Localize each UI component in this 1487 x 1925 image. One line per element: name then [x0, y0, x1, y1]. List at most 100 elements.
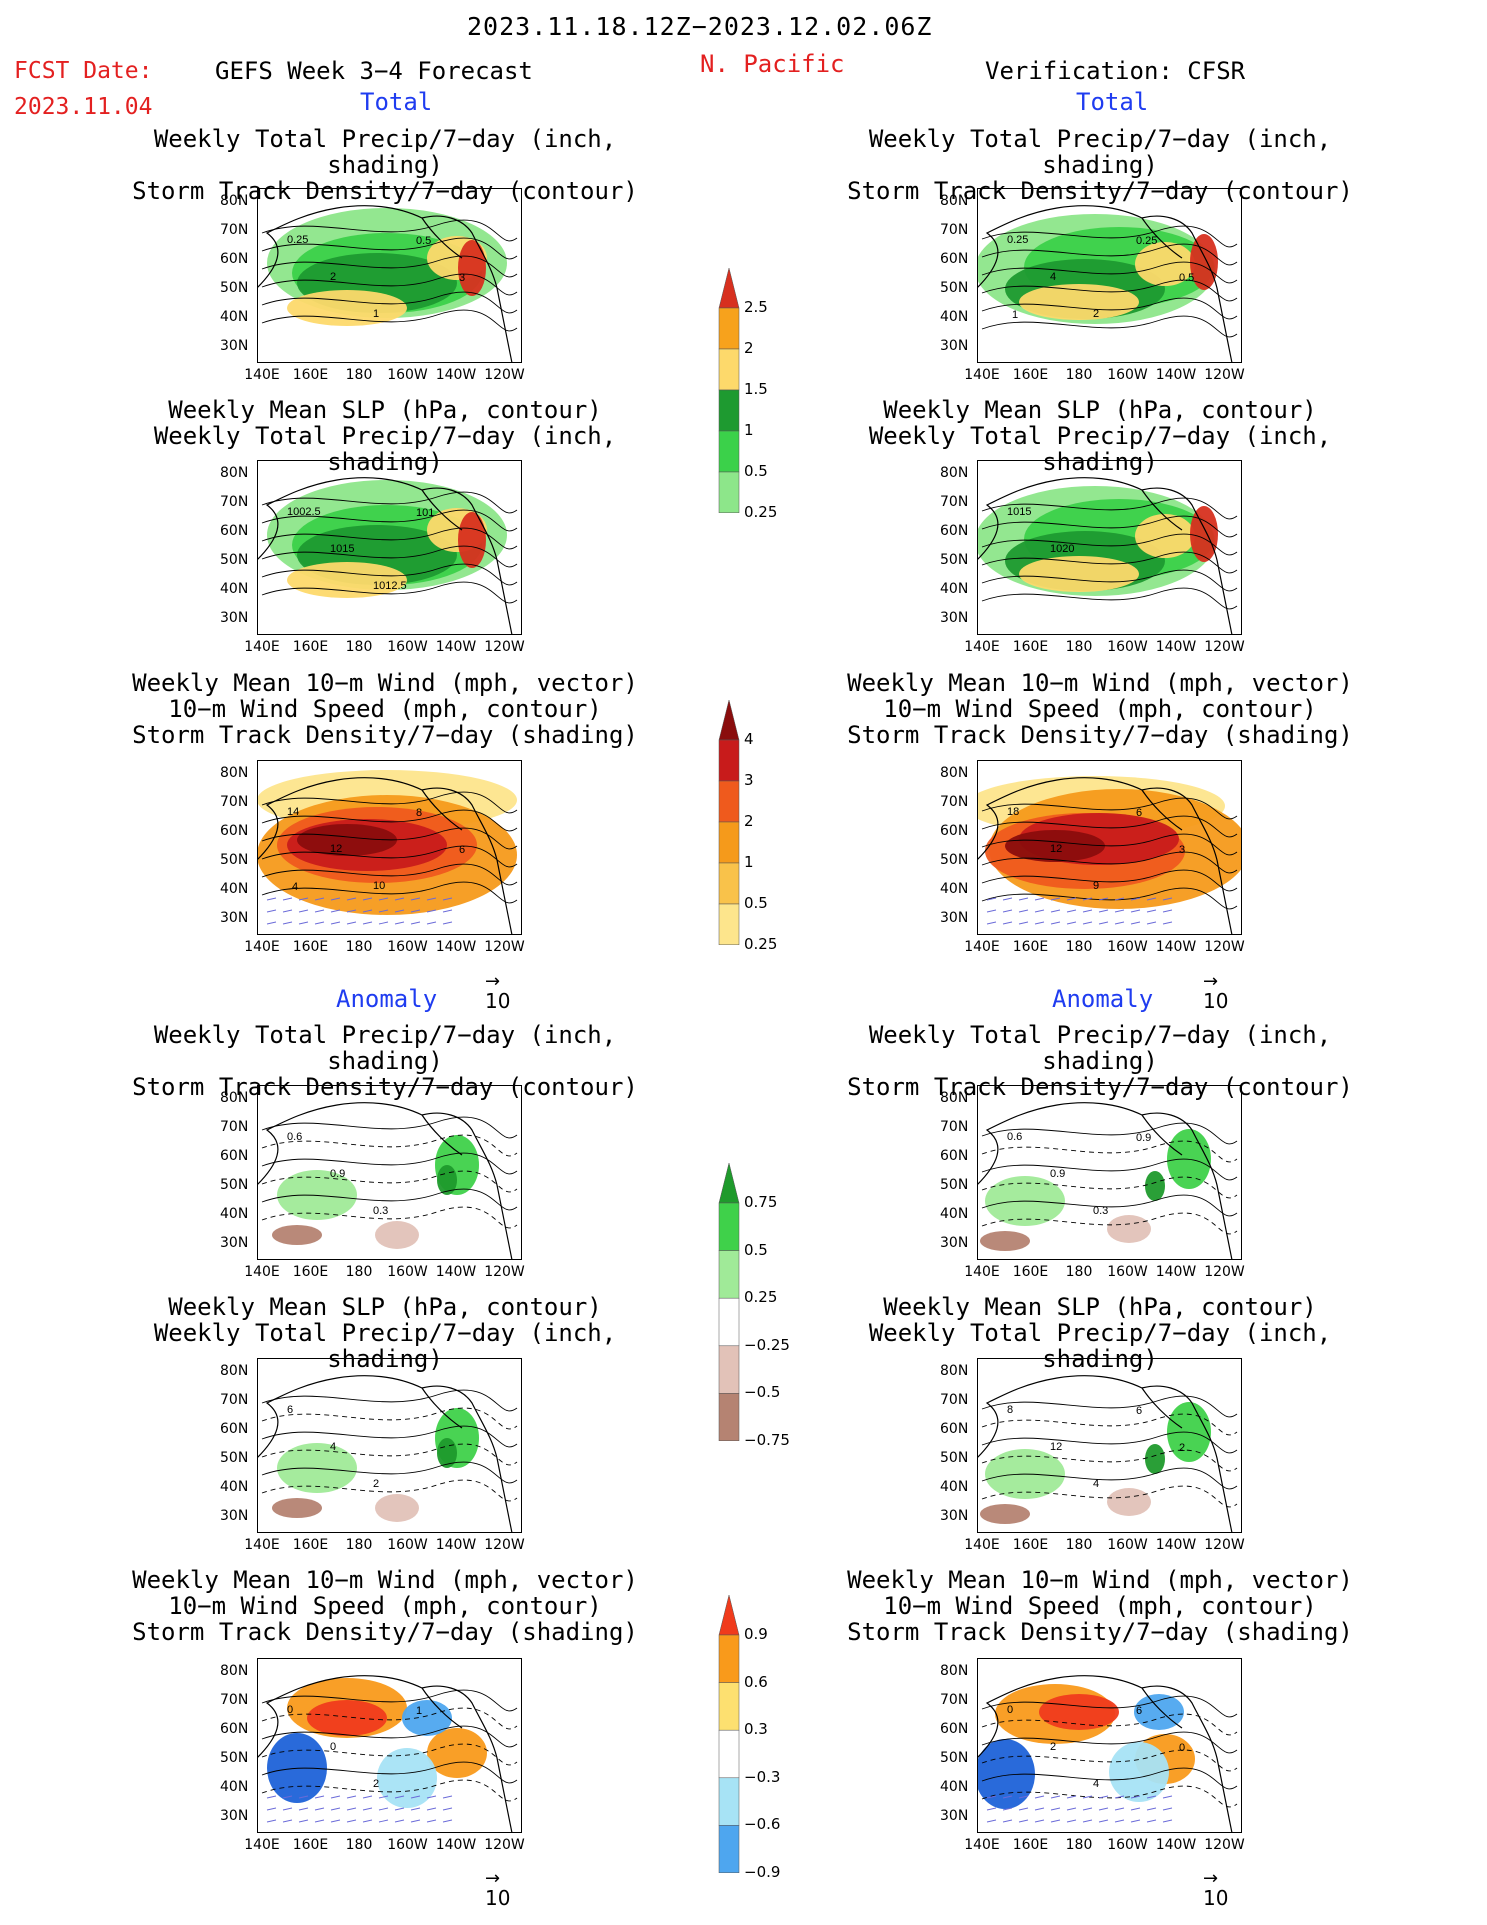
colorbar-label: 0.5 [744, 1240, 768, 1259]
lon-label: 140E [244, 1837, 280, 1853]
lon-label: 140E [964, 939, 1000, 955]
colorbar-storm_total: 4 3 2 1 0.5 0.25 [718, 699, 798, 953]
colorbar-segment [718, 389, 740, 432]
title-line: Weekly Total Precip/7−day (inch, shading… [868, 125, 1332, 179]
wind-vector [1082, 921, 1093, 925]
wind-vector [1050, 909, 1061, 913]
lon-label: 140E [244, 1264, 280, 1280]
wind-vector [442, 1807, 453, 1811]
lat-label: 50N [220, 280, 249, 296]
wind-vector [1098, 921, 1109, 925]
shading-blob [1019, 284, 1139, 320]
lat-label: 70N [940, 1692, 969, 1708]
title-line: Weekly Mean 10−m Wind (mph, vector) [847, 669, 1353, 697]
fcst-date-label: FCST Date: [14, 58, 153, 84]
wind-vector [1130, 897, 1141, 901]
lat-label: 40N [940, 1206, 969, 1222]
contour-line [981, 297, 1238, 320]
colorbar-segment [718, 903, 740, 946]
wind-vector [426, 909, 437, 913]
title-obs-total-slp: Weekly Mean SLP (hPa, contour) Weekly To… [820, 397, 1380, 475]
shading-blob [980, 1504, 1030, 1524]
wind-vector [1098, 897, 1109, 901]
contour-line [261, 1425, 518, 1448]
lon-label: 140W [435, 639, 477, 655]
contour-line [261, 845, 518, 868]
map-frame [977, 188, 1242, 363]
shading-blob [375, 1494, 419, 1522]
wind-vector [266, 1819, 277, 1823]
lat-label: 50N [940, 552, 969, 568]
coastline [256, 1375, 513, 1534]
wind-vector [1018, 1807, 1029, 1811]
wind-vector [1098, 909, 1109, 913]
wind-vector [426, 1819, 437, 1823]
coastline [976, 477, 1233, 636]
contour-label: 0 [1007, 1704, 1013, 1716]
contour-label: 101 [416, 507, 434, 519]
wind-vector [986, 909, 997, 913]
colorbar-segment [718, 1297, 740, 1347]
lat-label: 50N [940, 1177, 969, 1193]
title-line: Weekly Total Precip/7−day (inch, shading… [153, 125, 617, 179]
map-panel-fc-total-precip: 0.25 2 1 0.5 3 80N 70N 60N 50N 40N 30N 140E 160E 180 1… [220, 188, 525, 383]
colorbar-label: −0.25 [744, 1335, 790, 1354]
contour-label: 10 [373, 880, 385, 892]
wind-vector [410, 909, 421, 913]
contour-label: 2 [330, 271, 336, 283]
wind-vector [282, 1819, 293, 1823]
contour-line [261, 219, 518, 242]
title-line: Weekly Mean SLP (hPa, contour) [168, 396, 602, 424]
shading-layer [272, 1135, 479, 1249]
wind-vector [1066, 1819, 1077, 1823]
contour-label: 12 [1050, 1441, 1062, 1453]
contour-line [981, 1122, 1238, 1145]
lat-label: 60N [220, 1421, 249, 1437]
contour-line [261, 273, 518, 296]
colorbar-label: −0.5 [744, 1383, 781, 1402]
lon-label: 180 [1065, 1537, 1093, 1553]
wind-vector [1098, 1795, 1109, 1799]
coastline [256, 1102, 513, 1261]
colorbar-segment [718, 307, 740, 350]
wind-vector [1002, 1819, 1013, 1823]
shading-layer [267, 480, 507, 598]
shading-blob [1145, 1444, 1165, 1474]
contour-label: 1012.5 [373, 580, 407, 592]
colorbar-segment [718, 348, 740, 391]
colorbar-label: 0.25 [744, 1288, 778, 1307]
lat-label: 80N [940, 465, 969, 481]
contour-label: 12 [1050, 843, 1062, 855]
title-obs-anom-precip: Weekly Total Precip/7−day (inch, shading… [820, 1022, 1380, 1100]
contour-line [981, 797, 1238, 820]
map-panel-fc-anom-precip: 0.6 0.9 0.3 80N 70N 60N 50N 40N 30N 140E 160E 180 16… [220, 1085, 525, 1280]
wind-vector [1018, 921, 1029, 925]
title-line: 10−m Wind Speed (mph, contour) [168, 1592, 602, 1620]
shading-blob [287, 562, 407, 598]
lon-label: 160W [387, 639, 428, 655]
shading-layer [980, 1402, 1211, 1524]
contour-line [261, 1152, 518, 1175]
map-svg: 18 12 9 6 3 [976, 760, 1242, 936]
wind-vector [1098, 1807, 1109, 1811]
map-frame [257, 188, 522, 363]
map-frame [977, 1658, 1242, 1833]
contour-label: 4 [292, 881, 298, 893]
colorbar-label: 0.25 [744, 503, 778, 521]
colorbar-label: 3 [744, 771, 754, 789]
wind-vector [1066, 921, 1077, 925]
lon-label: 160E [1012, 1264, 1049, 1280]
lat-label: 80N [940, 1090, 969, 1106]
contour-line [261, 1779, 518, 1802]
lon-label: 120W [1204, 939, 1245, 955]
wind-vector [298, 1795, 309, 1799]
lat-label: 60N [220, 1148, 249, 1164]
shading-blob [277, 1443, 357, 1493]
lat-label: 50N [940, 1450, 969, 1466]
lat-label: 80N [220, 1663, 249, 1679]
shading-layer [267, 208, 507, 326]
colorbar-segment [718, 430, 740, 473]
lat-label: 60N [940, 823, 969, 839]
wind-vector [1018, 909, 1029, 913]
lat-label: 40N [940, 581, 969, 597]
